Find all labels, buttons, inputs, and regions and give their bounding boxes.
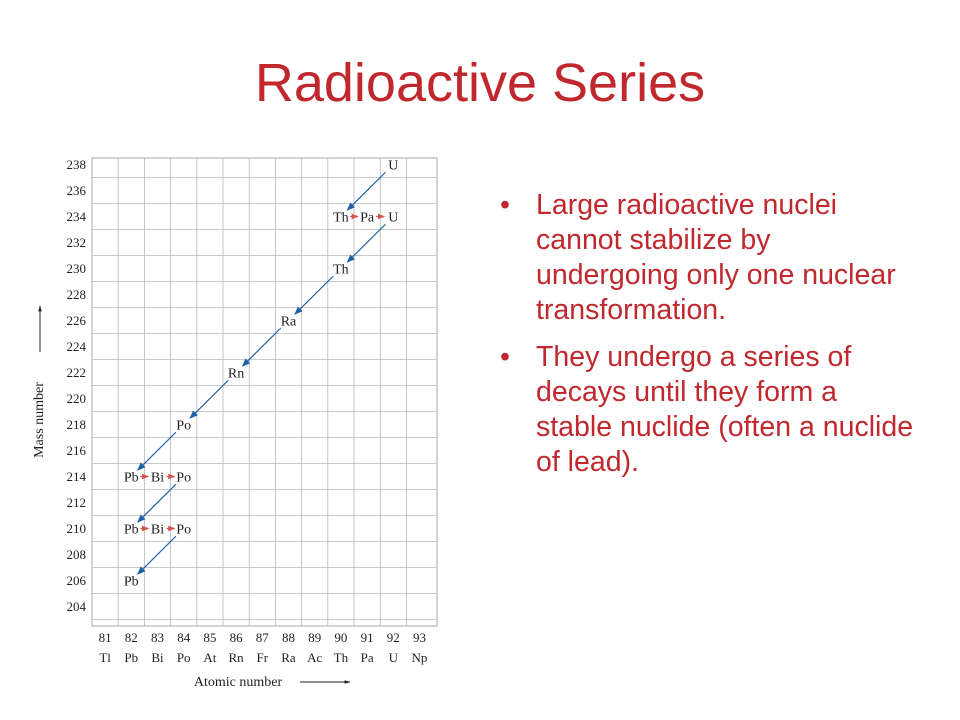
element-symbol-label: Np (412, 650, 428, 665)
atomic-number-tick-label: 82 (125, 630, 138, 645)
nuclide-label: Pa (360, 211, 375, 226)
mass-number-tick-label: 238 (67, 157, 87, 172)
nuclide-label: Th (333, 211, 349, 226)
atomic-number-tick-label: 84 (177, 630, 191, 645)
element-symbol-label: Fr (257, 650, 269, 665)
nuclide-label: Pb (124, 575, 139, 590)
mass-number-tick-label: 226 (67, 313, 87, 328)
alpha-decay-arrow (294, 275, 334, 315)
element-symbol-label: Rn (229, 650, 245, 665)
element-symbol-label: Po (177, 650, 191, 665)
element-symbol-label: Pb (124, 650, 138, 665)
nuclide-label: Po (176, 523, 191, 538)
y-axis-label: Mass number (32, 382, 47, 458)
nuclide-label: Po (176, 419, 191, 434)
element-symbol-label: Ac (307, 650, 322, 665)
decay-arrows (137, 171, 386, 575)
mass-number-tick-label: 218 (67, 417, 87, 432)
atomic-number-tick-label: 83 (151, 630, 164, 645)
mass-number-tick-label: 230 (67, 261, 87, 276)
mass-number-tick-label: 234 (67, 209, 87, 224)
bullet-item: • They undergo a series of decays until … (496, 340, 916, 480)
mass-number-tick-label: 220 (67, 391, 87, 406)
mass-number-tick-label: 208 (67, 547, 87, 562)
chart-grid (91, 157, 438, 627)
element-symbol-label: Th (334, 650, 349, 665)
nuclide-label: Ra (281, 315, 297, 330)
bullet-dot-icon: • (500, 341, 510, 373)
x-axis-label: Atomic number (194, 675, 283, 690)
plot-frame (91, 157, 438, 627)
mass-number-tick-label: 232 (67, 235, 87, 250)
element-symbol-label: Bi (151, 650, 164, 665)
mass-number-tick-label: 224 (67, 339, 87, 354)
mass-number-tick-label: 210 (67, 521, 87, 536)
slide-title: Radioactive Series (254, 53, 706, 113)
nuclide-label: U (388, 211, 398, 226)
bullet-item: • Large radioactive nuclei cannot stabil… (496, 188, 916, 328)
mass-number-tick-label: 206 (67, 573, 87, 588)
atomic-number-tick-label: 85 (203, 630, 216, 645)
mass-number-tick-label: 228 (67, 287, 87, 302)
atomic-number-tick-label: 86 (230, 630, 244, 645)
atomic-number-tick-label: 81 (99, 630, 112, 645)
alpha-decay-arrow (346, 171, 386, 211)
atomic-number-tick-label: 93 (413, 630, 426, 645)
alpha-decay-arrow (241, 327, 282, 367)
mass-number-tick-label: 214 (67, 469, 87, 484)
bullet-text: Large radioactive nuclei cannot stabiliz… (536, 189, 896, 326)
element-symbol-label: U (389, 650, 399, 665)
element-symbol-label: Tl (99, 650, 111, 665)
element-symbol-label: At (203, 650, 216, 665)
bullet-dot-icon: • (500, 189, 510, 221)
nuclide-label: Bi (151, 523, 164, 538)
mass-number-tick-label: 236 (67, 183, 87, 198)
atomic-number-tick-label: 89 (308, 630, 321, 645)
axis-titles: Mass number Atomic number (32, 305, 351, 690)
mass-number-tick-label: 204 (67, 599, 87, 614)
atomic-number-tick-label: 87 (256, 630, 270, 645)
nuclide-label: Pb (124, 523, 139, 538)
nuclide-label: Bi (151, 471, 164, 486)
axis-ticks: 238 236 234 232 230 228 226 224 222 220 218 216 214 2… (67, 157, 428, 665)
nuclide-label: Pb (124, 471, 139, 486)
nuclide-label: Po (176, 471, 191, 486)
mass-number-tick-label: 222 (67, 365, 87, 380)
alpha-decay-arrow (137, 483, 177, 523)
mass-number-tick-label: 216 (67, 443, 87, 458)
element-symbol-label: Pa (361, 650, 374, 665)
nuclide-label: Rn (228, 367, 244, 382)
element-symbol-label: Ra (281, 650, 296, 665)
bullet-list: • Large radioactive nuclei cannot stabil… (496, 188, 916, 492)
atomic-number-tick-label: 88 (282, 630, 295, 645)
nuclide-labels: U Th Pa U Th Ra Rn Po Pb Bi Po Pb Bi Po Pb (124, 159, 398, 590)
bullet-text: They undergo a series of decays until th… (536, 341, 914, 478)
alpha-decay-arrow (137, 431, 177, 471)
nuclide-label: U (388, 159, 398, 174)
atomic-number-tick-label: 90 (334, 630, 347, 645)
alpha-decay-arrow (346, 223, 386, 263)
alpha-decay-arrow (189, 379, 229, 419)
alpha-decay-arrow (137, 535, 177, 575)
atomic-number-tick-label: 92 (387, 630, 400, 645)
atomic-number-tick-label: 91 (361, 630, 374, 645)
nuclide-label: Th (333, 263, 349, 278)
mass-number-tick-label: 212 (67, 495, 87, 510)
